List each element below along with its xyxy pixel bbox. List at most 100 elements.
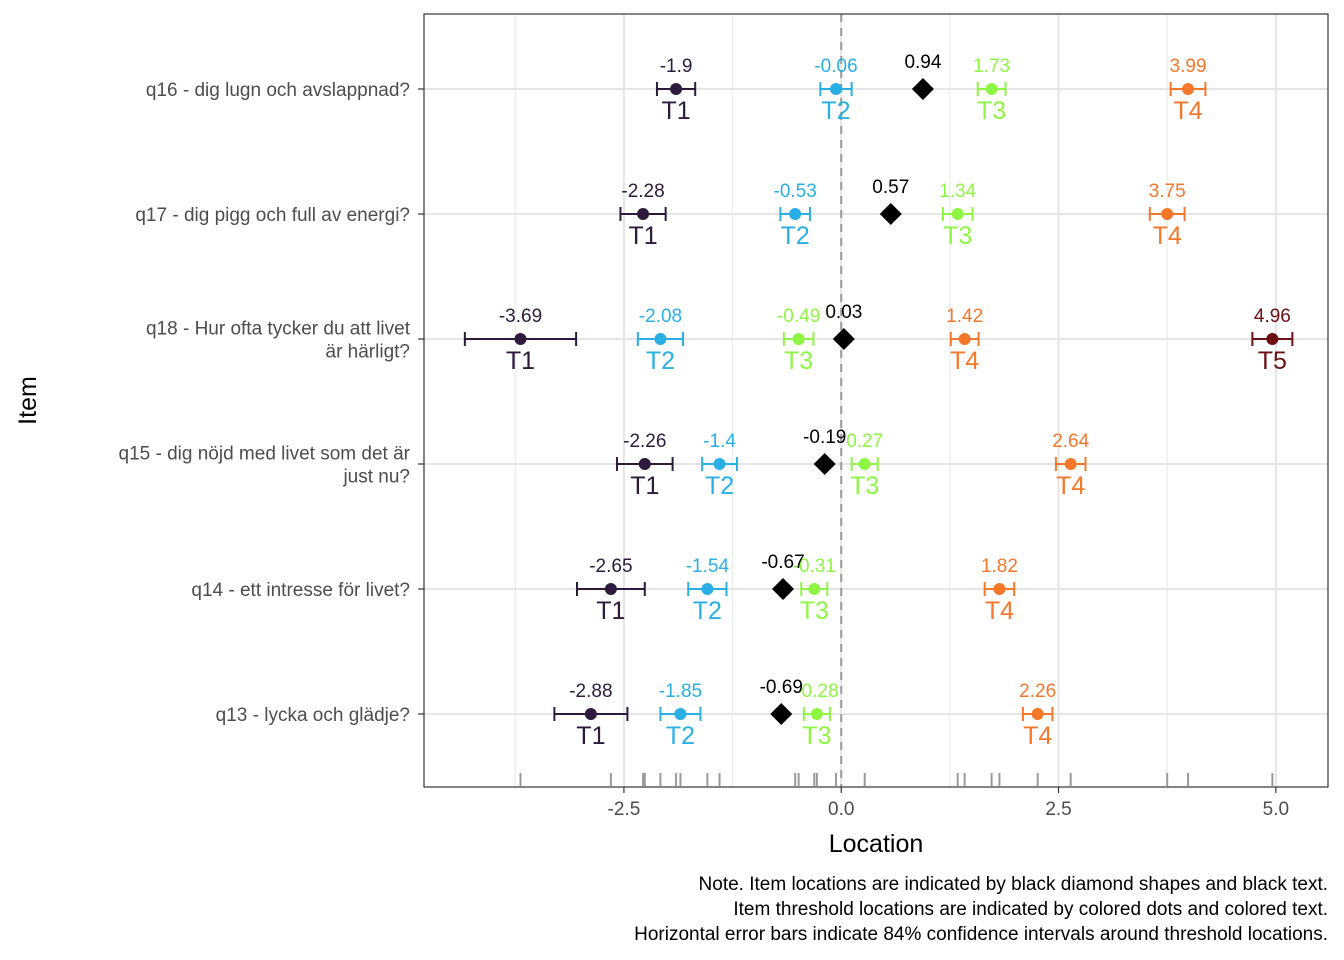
threshold-point (1064, 458, 1077, 470)
threshold-value-label: 3.75 (1149, 181, 1186, 202)
threshold-t1: -3.69 T1 (463, 306, 578, 375)
threshold-t5: 4.96 T5 (1251, 306, 1294, 375)
threshold-value-label: 1.42 (946, 306, 983, 327)
rug-layer (519, 773, 1274, 786)
threshold-value-label: -0.06 (814, 56, 857, 77)
item-location-label: 0.57 (872, 177, 909, 198)
threshold-point (1266, 333, 1279, 345)
threshold-point (584, 708, 597, 720)
threshold-point (958, 333, 971, 345)
x-axis-title: Location (829, 830, 924, 858)
threshold-t4: 2.26 T4 (1019, 681, 1056, 750)
threshold-value-label: -0.28 (795, 681, 838, 702)
threshold-point (808, 583, 821, 595)
threshold-point (951, 208, 964, 220)
threshold-name-label: T1 (506, 347, 535, 375)
threshold-point (985, 83, 998, 95)
threshold-point (637, 208, 650, 220)
item-location-diamond (832, 328, 855, 350)
threshold-name-label: T2 (821, 97, 850, 125)
y-tick-label: q13 - lycka och glädje? (216, 705, 410, 726)
threshold-value-label: 1.73 (973, 56, 1010, 77)
item-location-diamond (770, 703, 793, 725)
threshold-name-label: T3 (977, 97, 1006, 125)
threshold-t3: -0.31 T3 (793, 556, 836, 625)
threshold-name-label: T3 (850, 472, 879, 500)
y-tick-label: q18 - Hur ofta tycker du att livet (146, 319, 411, 340)
note-line-2: Item threshold locations are indicated b… (733, 899, 1328, 920)
item-location-label: -0.69 (760, 677, 803, 698)
threshold-value-label: -1.9 (660, 56, 693, 77)
threshold-point (674, 708, 687, 720)
x-tick-label: -2.5 (608, 799, 641, 820)
threshold-value-label: 3.99 (1170, 56, 1207, 77)
threshold-point (1161, 208, 1174, 220)
threshold-name-label: T2 (666, 722, 695, 750)
threshold-t1: -2.26 T1 (615, 431, 674, 500)
threshold-point (1031, 708, 1044, 720)
threshold-name-label: T1 (576, 722, 605, 750)
item-location-label: 0.03 (825, 302, 862, 323)
threshold-t3: 1.73 T3 (973, 56, 1010, 125)
note-line-3: Horizontal error bars indicate 84% confi… (634, 924, 1328, 945)
threshold-value-label: -2.08 (639, 306, 682, 327)
item-location-diamond (911, 78, 934, 100)
threshold-t3: -0.28 T3 (795, 681, 838, 750)
threshold-t4: 2.64 T4 (1052, 431, 1089, 500)
threshold-name-label: T1 (628, 222, 657, 250)
threshold-name-label: T1 (661, 97, 690, 125)
threshold-t4: 3.75 T4 (1149, 181, 1186, 250)
marks-layer: -1.9 T1 -0.06 T2 1.73 T3 3.99 T4 0.94 -2.28 T1 -0.5… (463, 14, 1294, 787)
threshold-t2: -1.85 T2 (659, 681, 702, 750)
note-line-1: Note. Item locations are indicated by bl… (699, 874, 1328, 895)
threshold-point (1182, 83, 1195, 95)
y-axis-title: Item (14, 376, 42, 425)
threshold-value-label: -2.88 (569, 681, 612, 702)
threshold-t1: -2.28 T1 (619, 181, 667, 250)
threshold-point (654, 333, 667, 345)
item-location-diamond (771, 578, 794, 600)
grid-layer (424, 14, 1328, 787)
threshold-point (993, 583, 1006, 595)
threshold-point (830, 83, 843, 95)
threshold-t4: 3.99 T4 (1170, 56, 1207, 125)
threshold-value-label: 1.82 (981, 556, 1018, 577)
item-location-diamond (879, 203, 902, 225)
threshold-t4: 1.42 T4 (946, 306, 983, 375)
threshold-name-label: T4 (950, 347, 979, 375)
threshold-t4: 1.82 T4 (981, 556, 1018, 625)
axis-layer: -2.5 0.0 2.5 5.0 q16 - dig lugn och avslappn… (119, 80, 1290, 820)
threshold-name-label: T4 (985, 597, 1014, 625)
threshold-value-label: 2.64 (1052, 431, 1089, 452)
threshold-t2: -1.4 T2 (701, 431, 738, 500)
threshold-t2: -0.53 T2 (774, 181, 817, 250)
threshold-name-label: T1 (630, 472, 659, 500)
item-location-label: 0.94 (904, 52, 941, 73)
threshold-name-label: T3 (802, 722, 831, 750)
threshold-point (514, 333, 527, 345)
threshold-t3: 0.27 T3 (846, 431, 883, 500)
threshold-value-label: 4.96 (1254, 306, 1291, 327)
threshold-value-label: -3.69 (499, 306, 542, 327)
threshold-value-label: 2.26 (1019, 681, 1056, 702)
threshold-value-label: -0.49 (777, 306, 820, 327)
threshold-name-label: T3 (800, 597, 829, 625)
threshold-point (604, 583, 617, 595)
threshold-name-label: T4 (1153, 222, 1182, 250)
y-tick-label: q15 - dig nöjd med livet som det är (119, 444, 411, 465)
x-tick-label: 5.0 (1263, 799, 1289, 820)
threshold-name-label: T4 (1023, 722, 1052, 750)
threshold-t3: -0.49 T3 (777, 306, 820, 375)
threshold-t2: -2.08 T2 (636, 306, 685, 375)
threshold-value-label: -2.65 (589, 556, 632, 577)
threshold-name-label: T2 (781, 222, 810, 250)
threshold-point (858, 458, 871, 470)
threshold-point (792, 333, 805, 345)
x-tick-label: 0.0 (828, 799, 854, 820)
threshold-value-label: -2.26 (623, 431, 666, 452)
threshold-value-label: -1.85 (659, 681, 702, 702)
threshold-point (789, 208, 802, 220)
threshold-name-label: T3 (784, 347, 813, 375)
threshold-t2: -0.06 T2 (814, 56, 857, 125)
